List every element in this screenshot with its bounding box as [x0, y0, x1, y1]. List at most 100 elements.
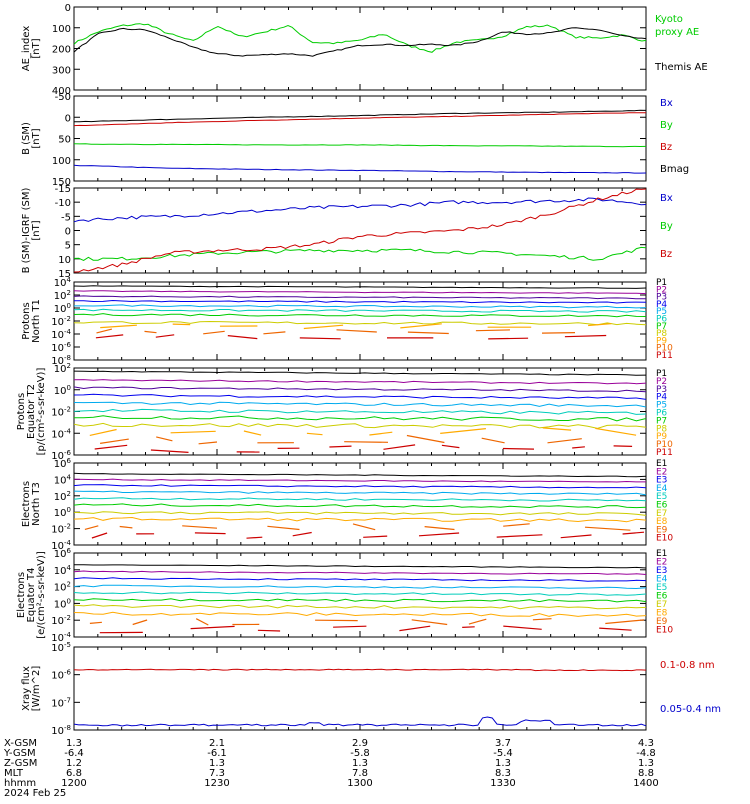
y-tick-label: 10-2	[51, 523, 71, 536]
p-equator-segment-9	[171, 431, 216, 433]
legend-themis: Themis AE	[654, 62, 708, 73]
y-tick-label: 100	[52, 24, 71, 35]
p-equator-line-4	[74, 394, 646, 399]
y-tick-label: 0	[65, 3, 71, 14]
legend-p-equator-p11: P11	[656, 448, 673, 458]
y-axis-label: [nT]	[31, 220, 42, 240]
e-equator-segment-9	[90, 622, 102, 623]
legend-xray-long: 0.1-0.8 nm	[660, 660, 715, 671]
p-north-segment-9	[100, 325, 137, 327]
p-equator-line-2	[74, 380, 646, 384]
p-north-line-8	[74, 322, 646, 325]
e-equator-segment-9	[605, 620, 644, 624]
p-equator-segment-9	[595, 428, 636, 435]
p-north-segment-10	[337, 330, 377, 332]
e-equator-line-6	[74, 599, 646, 602]
y-tick-label: 10	[58, 255, 71, 266]
e-north-segment-10	[293, 533, 312, 536]
y-axis-label: North T3	[31, 482, 42, 526]
ephem-value: 1330	[490, 778, 515, 789]
e-north-segment-9	[182, 526, 217, 528]
ephem-value: 1400	[633, 778, 658, 789]
legend-by: By	[660, 221, 673, 232]
e-equator-line-1	[74, 565, 646, 568]
panel-frame	[74, 188, 646, 273]
y-axis-label: North T1	[31, 299, 42, 343]
p-equator-segment-9	[307, 433, 323, 434]
p-equator-segment-9	[90, 430, 117, 436]
p-equator-segment-11	[442, 445, 460, 447]
legend-bx: Bx	[660, 193, 673, 204]
y-tick-label: 0	[65, 227, 71, 238]
y-axis-label: [nT]	[31, 128, 42, 148]
e-north-line-1	[74, 473, 646, 477]
p-equator-line-6	[74, 409, 646, 414]
legend-xray-short: 0.05-0.4 nm	[660, 704, 721, 715]
p-north-segment-10	[263, 332, 285, 334]
p-equator-segment-10	[482, 438, 505, 443]
ephem-value: 1200	[61, 778, 86, 789]
e-north-line-7	[74, 512, 646, 516]
p-north-line-7	[74, 314, 646, 317]
e-north-line-3	[74, 485, 646, 488]
p-equator-line-8	[74, 423, 646, 428]
y-tick-label: 10-7	[51, 696, 71, 709]
e-equator-segment-10	[399, 626, 430, 630]
y-tick-label: 100	[54, 302, 71, 315]
p-north-line-6	[74, 309, 646, 312]
y-axis-label: [nT]	[31, 38, 42, 58]
p-equator-line-3	[74, 387, 646, 392]
p-north-segment-10	[203, 331, 225, 334]
p-equator-segment-10	[156, 437, 172, 441]
y-tick-label: 100	[52, 156, 71, 167]
xray-line-short	[74, 717, 646, 726]
y-tick-label: 10-8	[51, 724, 71, 737]
e-equator-line-2	[74, 571, 646, 575]
xray-line-long	[74, 669, 646, 670]
e-equator-segment-10	[258, 630, 280, 631]
b-sm-line-by	[74, 144, 646, 147]
y-tick-label: 100	[54, 597, 71, 610]
p-equator-segment-9	[543, 428, 571, 430]
p-equator-segment-11	[614, 446, 633, 447]
e-equator-line-8	[74, 612, 646, 616]
e-equator-line-5	[74, 592, 646, 595]
y-tick-label: 106	[54, 547, 72, 560]
p-north-segment-11	[565, 336, 606, 337]
y-tick-label: 10-5	[51, 641, 71, 654]
legend-by: By	[660, 120, 673, 131]
p-north-segment-10	[542, 333, 575, 334]
y-tick-label: -15	[55, 184, 71, 195]
e-north-segment-9	[267, 526, 299, 529]
ae-line-kyoto	[74, 24, 646, 53]
y-tick-label: 104	[54, 564, 72, 577]
e-equator-segment-10	[462, 627, 475, 628]
e-north-line-5	[74, 498, 646, 501]
e-equator-line-4	[74, 585, 646, 588]
y-tick-label: -5	[61, 212, 71, 223]
e-equator-segment-9	[412, 620, 448, 625]
y-tick-label: 10-2	[51, 614, 71, 627]
p-equator-segment-10	[548, 439, 582, 443]
p-equator-segment-9	[244, 431, 261, 435]
y-tick-label: 50	[58, 135, 71, 146]
y-axis-label: [p/(cm²-s-sr-keV)]	[36, 368, 47, 456]
y-axis-label: [e/(cm²-s-sr-keV)]	[36, 551, 47, 639]
e-north-line-2	[74, 479, 646, 482]
y-tick-label: -10	[55, 198, 71, 209]
y-tick-label: 10-2	[51, 406, 71, 419]
p-north-segment-11	[156, 335, 174, 337]
ae-line-themis	[74, 28, 646, 57]
e-north-segment-10	[195, 533, 226, 534]
p-north-segment-11	[96, 335, 123, 338]
e-equator-line-7	[74, 605, 646, 609]
b-igrf-line-bx	[74, 198, 646, 222]
p-north-segment-9	[173, 324, 191, 325]
y-tick-label: 104	[54, 276, 72, 289]
e-north-segment-10	[247, 537, 263, 538]
e-north-segment-9	[503, 524, 530, 526]
e-equator-segment-10	[333, 626, 366, 627]
p-north-segment-10	[476, 330, 510, 331]
